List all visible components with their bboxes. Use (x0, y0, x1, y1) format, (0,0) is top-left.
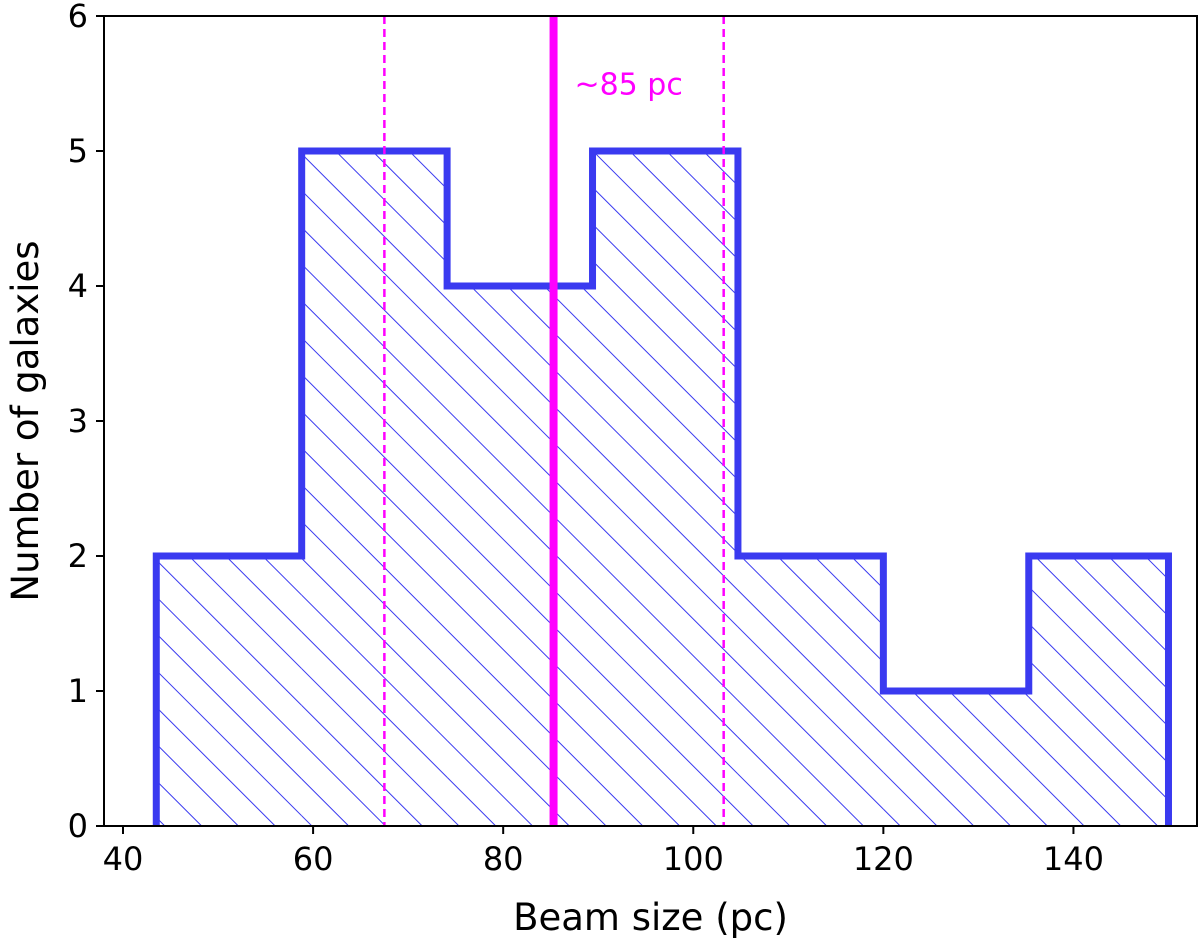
axis-ticks: 40 60 80 100 120 140 0 1 2 3 4 5 6 (68, 0, 1104, 878)
histogram-bar (301, 151, 448, 826)
histogram-step-outline (152, 147, 1172, 826)
x-tick-label: 120 (853, 840, 914, 878)
x-tick-label: 40 (103, 840, 144, 878)
median-annotation: ~85 pc (574, 68, 682, 103)
x-tick-label: 140 (1043, 840, 1104, 878)
histogram-bar (1028, 556, 1169, 826)
x-axis-label: Beam size (pc) (513, 896, 788, 939)
histogram-bar (156, 556, 302, 826)
y-tick-label: 0 (68, 807, 88, 845)
y-tick-label: 6 (68, 0, 88, 35)
y-tick-label: 2 (68, 537, 88, 575)
histogram-bar (447, 286, 593, 826)
histogram-bar (737, 556, 884, 826)
reference-lines (383, 16, 725, 826)
histogram-outline (152, 147, 1172, 826)
histogram-bars (156, 151, 1169, 826)
y-tick-label: 3 (68, 402, 88, 440)
histogram-bar (883, 691, 1029, 826)
y-tick-label: 4 (68, 267, 88, 305)
x-tick-label: 100 (663, 840, 724, 878)
y-tick-label: 5 (68, 132, 88, 170)
histogram-bar (592, 151, 738, 826)
y-axis-label: Number of galaxies (4, 240, 47, 601)
y-tick-label: 1 (68, 672, 88, 710)
x-tick-label: 80 (483, 840, 524, 878)
x-tick-label: 60 (293, 840, 334, 878)
